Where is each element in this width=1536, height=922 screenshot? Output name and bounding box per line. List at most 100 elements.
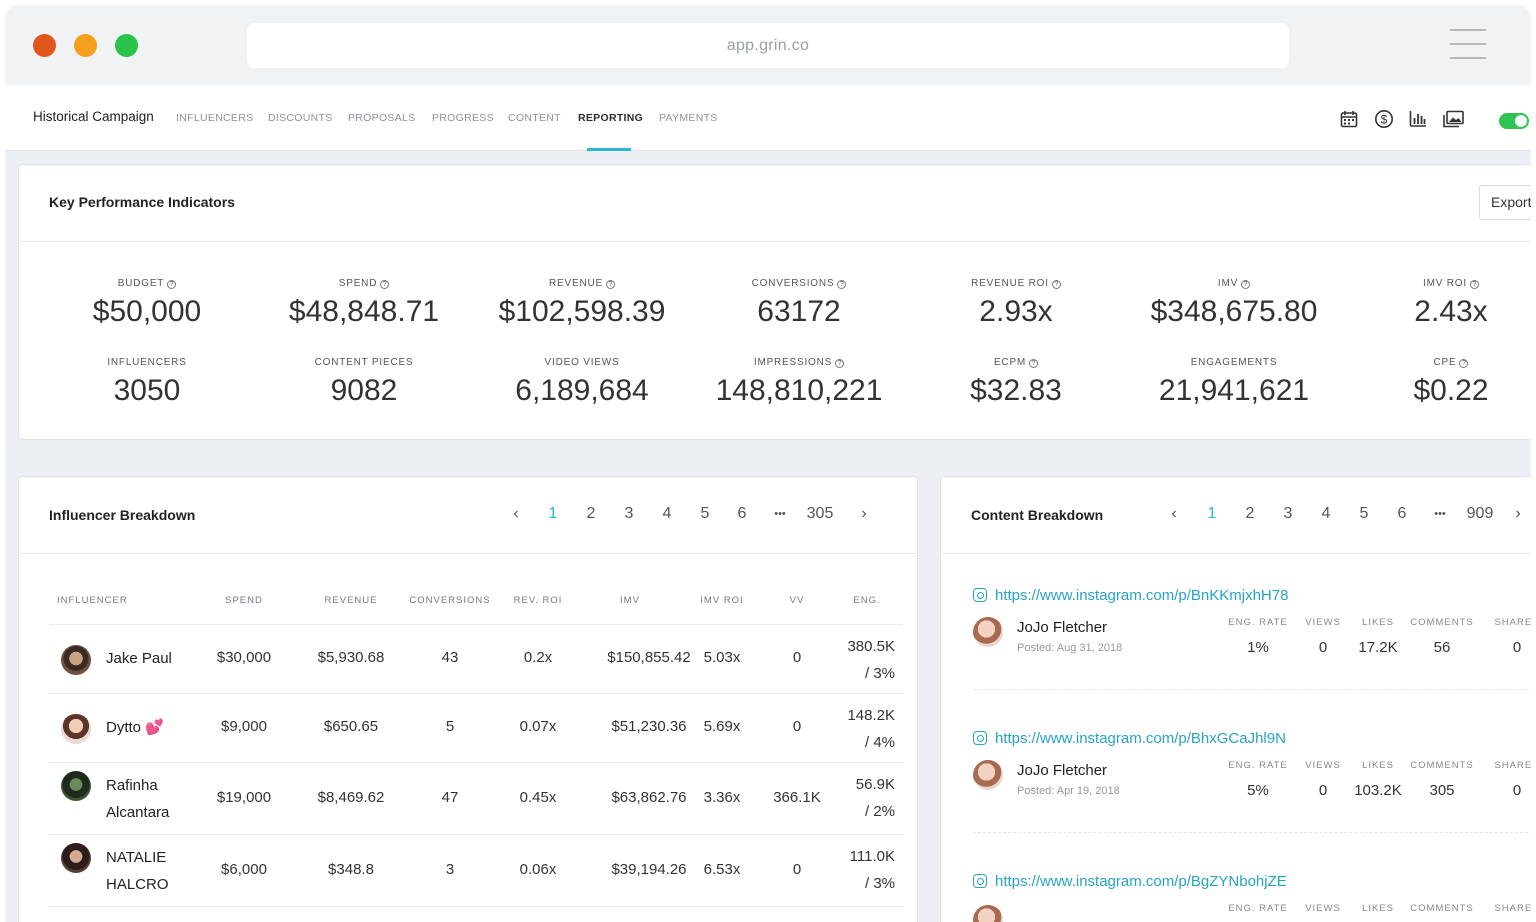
last-page-button[interactable]: 305 [806,505,834,522]
table-row[interactable]: Jake Paul $30,000 $5,930.68 43 0.2x $150… [49,624,903,693]
column-header[interactable]: ENG. [853,595,881,606]
influencer-name[interactable]: Dytto 💕 [106,719,164,736]
column-header[interactable]: IMV ROI [700,595,744,606]
tab-influencers[interactable]: INFLUENCERS [176,112,254,124]
help-icon[interactable]: ? [1051,280,1061,289]
page-button[interactable]: 3 [1283,505,1293,522]
column-header[interactable]: IMV [620,595,640,606]
bar-chart-icon[interactable] [1408,109,1428,129]
imv-roi-cell: 6.53x [703,861,741,878]
divider [973,689,1531,690]
instagram-icon [973,588,987,602]
spend-cell: $30,000 [216,649,272,666]
shares-value: 0 [1512,639,1522,656]
prev-page-button[interactable]: ‹ [1171,505,1177,522]
revenue-cell: $5,930.68 [317,649,385,666]
column-header[interactable]: SPEND [225,595,263,606]
instagram-icon [973,731,987,745]
maximize-window-button[interactable] [115,34,138,57]
kpi-label: SPEND [338,278,378,289]
svg-text:$: $ [1381,113,1388,127]
tab-progress[interactable]: PROGRESS [432,112,494,124]
spend-cell: $9,000 [221,718,267,735]
avatar [973,905,1003,922]
eng-cell: 148.2K/ 4% [847,707,895,751]
page-button[interactable]: 1 [548,505,558,522]
kpi-value: $348,675.80 [1150,295,1318,328]
column-header[interactable]: CONVERSIONS [409,595,491,606]
kpi-label: BUDGET [117,278,165,289]
influencer-breakdown-card: Influencer Breakdown ‹ 1 2 3 4 5 6 ••• 3… [18,476,918,922]
help-icon[interactable]: ? [605,280,615,289]
browser-chrome: app.grin.co [5,5,1531,85]
conversions-cell: 5 [445,718,455,735]
tab-content[interactable]: CONTENT [508,112,561,124]
campaign-toggle[interactable] [1499,113,1529,129]
tab-proposals[interactable]: PROPOSALS [348,112,416,124]
page-button[interactable]: 4 [662,505,672,522]
influencer-breakdown-title: Influencer Breakdown [49,507,196,523]
kpi-imv: IMV? $348,675.80 [1134,278,1334,329]
prev-page-button[interactable]: ‹ [513,505,519,522]
shares-value: 0 [1512,782,1522,799]
spend-cell: $19,000 [216,789,272,806]
kpi-imv-roi: IMV ROI? 2.43x [1351,278,1531,329]
eng-rate-value: 1% [1247,639,1269,656]
close-window-button[interactable] [33,34,56,57]
next-page-button[interactable]: › [861,505,867,522]
post-link[interactable]: https://www.instagram.com/p/BgZYNbohjZE [995,873,1287,890]
table-row[interactable] [49,906,903,922]
influencer-name[interactable]: NATALIE [106,849,167,866]
page-button[interactable]: 2 [586,505,596,522]
content-breakdown-header: Content Breakdown ‹ 1 2 3 4 5 6 ••• 909 … [941,477,1531,554]
help-icon[interactable]: ? [1469,280,1479,289]
campaign-navbar: Historical Campaign INFLUENCERS DISCOUNT… [5,85,1531,151]
calendar-icon[interactable] [1339,109,1359,129]
last-page-button[interactable]: 909 [1466,505,1494,522]
kpi-label: REVENUE ROI [971,278,1049,289]
help-icon[interactable]: ? [1029,359,1039,368]
post-link[interactable]: https://www.instagram.com/p/BnKKmjxhH78 [995,587,1289,604]
table-row[interactable]: Rafinha Alcantara $19,000 $8,469.62 47 0.… [49,762,903,834]
column-header[interactable]: VV [789,595,805,606]
kpi-value: 2.43x [1414,295,1488,328]
kpi-label: CONVERSIONS [751,278,835,289]
help-icon[interactable]: ? [380,280,390,289]
column-header[interactable]: INFLUENCER [57,595,128,606]
kpi-label: REVENUE [549,278,603,289]
tab-reporting[interactable]: REPORTING [578,112,644,124]
page-button[interactable]: 1 [1207,505,1217,522]
kpi-engagements: ENGAGEMENTS 21,941,621 [1134,357,1334,408]
page-button[interactable]: 5 [700,505,710,522]
page-button[interactable]: 3 [624,505,634,522]
imv-cell: $51,230.36 [611,718,687,735]
help-icon[interactable]: ? [1241,280,1251,289]
tab-discounts[interactable]: DISCOUNTS [268,112,333,124]
minimize-window-button[interactable] [74,34,97,57]
column-header[interactable]: REV. ROI [513,595,563,606]
page-button[interactable]: 6 [737,505,747,522]
page-button[interactable]: 2 [1245,505,1255,522]
page-button[interactable]: 6 [1397,505,1407,522]
help-icon[interactable]: ? [1459,359,1469,368]
post-link[interactable]: https://www.instagram.com/p/BhxGCaJhl9N [995,730,1286,747]
dollar-icon[interactable]: $ [1374,109,1394,129]
help-icon[interactable]: ? [837,280,847,289]
help-icon[interactable]: ? [167,280,177,289]
browser-menu-icon[interactable] [1450,29,1486,71]
next-page-button[interactable]: › [1515,505,1521,522]
table-row[interactable]: NATALIE HALCRO $6,000 $348.8 3 0.06x $39,… [49,834,903,906]
help-icon[interactable]: ? [835,359,845,368]
column-header[interactable]: REVENUE [324,595,378,606]
influencer-name[interactable]: Jake Paul [106,650,172,667]
table-row[interactable]: Dytto 💕 $9,000 $650.65 5 0.07x $51,230.3… [49,693,903,762]
tab-payments[interactable]: PAYMENTS [659,112,718,124]
page-button[interactable]: 5 [1359,505,1369,522]
address-bar[interactable]: app.grin.co [247,23,1289,68]
metric-label: SHARES [1494,617,1531,628]
comments-value: 56 [1433,639,1451,656]
page-button[interactable]: 4 [1321,505,1331,522]
influencer-name[interactable]: Rafinha [106,777,158,794]
export-button[interactable]: Export [1479,185,1531,220]
gallery-icon[interactable] [1442,109,1465,129]
